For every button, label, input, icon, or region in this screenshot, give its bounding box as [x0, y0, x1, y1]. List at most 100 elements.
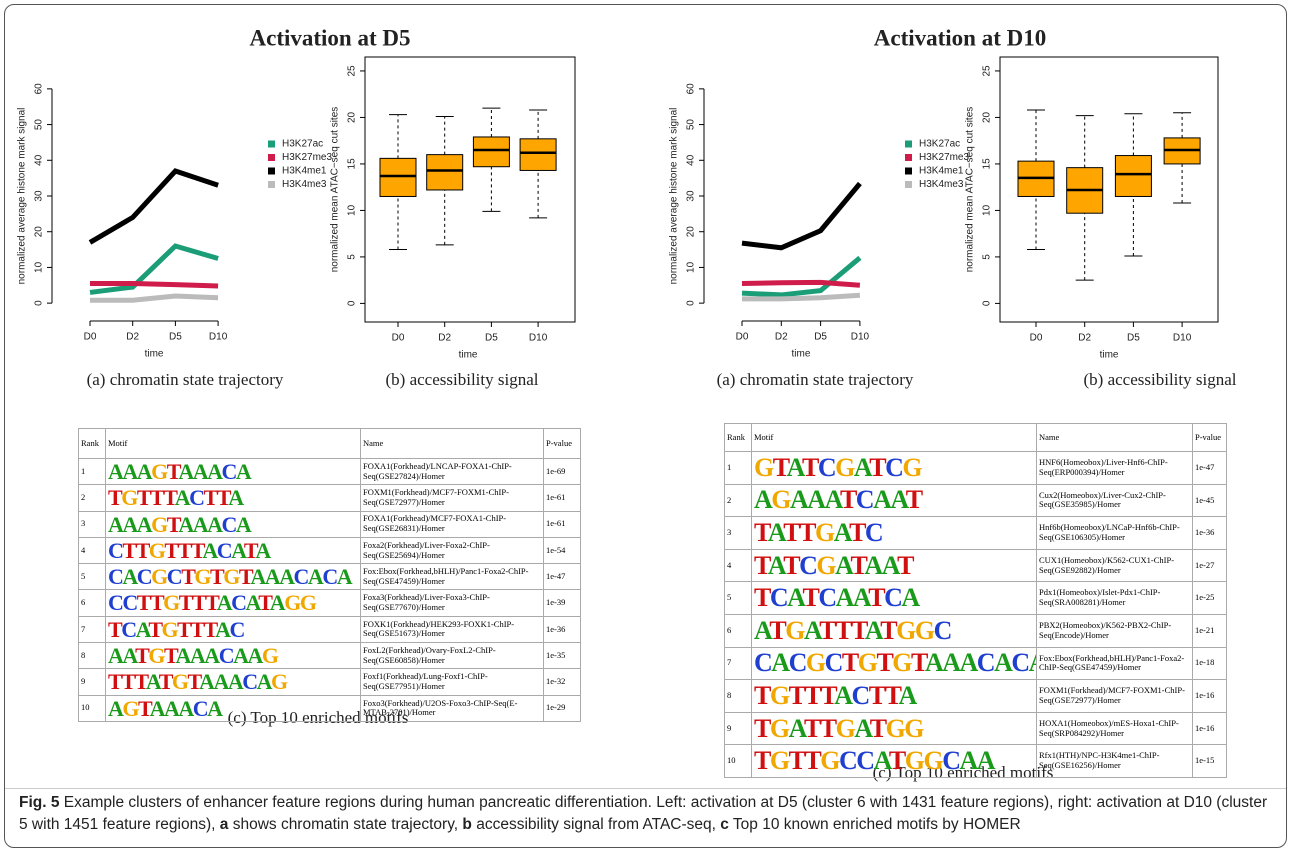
motif-logo: TGTTTACTTA — [751, 679, 1037, 713]
caption-text: Top 10 known enriched motifs by HOMER — [728, 816, 1021, 833]
x-tick-label: D0 — [392, 333, 405, 344]
figure-frame — [4, 4, 1287, 848]
plot-frame — [364, 56, 576, 323]
y-tick-label: 30 — [686, 190, 697, 202]
table-cell: 1e-29 — [543, 694, 581, 722]
header-cell: Name — [1036, 423, 1193, 452]
table-cell: Foxa2(Forkhead)/Liver-Foxa2-ChIP-Seq(GSE… — [360, 536, 544, 565]
table-row: 9 TGATTGATGG HOXA1(Homeobox)/mES-Hoxa1-ChI… — [724, 711, 1227, 746]
table-cell: 1e-32 — [543, 668, 581, 696]
legend-label: H3K4me1 — [282, 166, 327, 177]
table-cell: Fox:Ebox(Forkhead,bHLH)/Panc1-Foxa2-ChIP… — [1036, 646, 1193, 681]
legend-label: H3K4me3 — [919, 179, 964, 190]
y-tick-label: 20 — [34, 226, 45, 238]
motif-logo: AATGTAAACAAG — [105, 642, 361, 670]
table-cell: Foxf1(Forkhead)/Lung-Foxf1-ChIP-Seq(GSE7… — [360, 668, 544, 696]
y-tick-label: 50 — [34, 119, 45, 131]
table-cell: FOXK1(Forkhead)/HEK293-FOXK1-ChIP-Seq(GS… — [360, 615, 544, 644]
motif-logo: TGATTGATGG — [751, 711, 1037, 746]
caption-text: b — [462, 816, 472, 833]
table-cell: 1e-47 — [543, 563, 581, 591]
table-cell: 3 — [78, 510, 106, 538]
table-row: 10 TGTTGCCATGGCAA Rfx1(HTH)/NPC-H3K4me1-Ch… — [724, 744, 1227, 778]
table-cell: 1e-16 — [1192, 679, 1227, 713]
x-tick-label: D2 — [1078, 333, 1091, 344]
table-cell: 9 — [78, 668, 106, 696]
y-tick-label: 15 — [982, 158, 993, 170]
x-tick-label: D10 — [1173, 333, 1192, 344]
box — [519, 138, 557, 171]
y-tick-label: 15 — [347, 158, 358, 170]
y-axis-label: normalized average histone mark signal — [17, 108, 28, 285]
y-tick-label: 5 — [982, 254, 993, 260]
caption-label: Fig. 5 — [19, 794, 60, 811]
table-cell: 6 — [724, 613, 752, 648]
table-cell: FOXA1(Forkhead)/MCF7-FOXA1-ChIP-Seq(GSE2… — [360, 510, 544, 538]
panel-title: Activation at D10 — [874, 25, 1046, 50]
table-cell: 1e-69 — [543, 457, 581, 486]
table-row: 4 TATCGATAAT CUX1(Homeobox)/K562-CUX1-ChIP… — [724, 548, 1227, 583]
header-cell: Rank — [724, 423, 752, 452]
legend-swatch — [905, 181, 912, 188]
box — [1114, 155, 1152, 197]
table-cell: 1e-61 — [543, 510, 581, 538]
x-axis-label: time — [791, 349, 810, 360]
y-tick-label: 10 — [686, 261, 697, 273]
box — [472, 136, 510, 168]
subcaption: (a) chromatin state trajectory — [717, 370, 914, 389]
table-cell: HNF6(Homeobox)/Liver-Hnf6-ChIP-Seq(ERP00… — [1036, 451, 1193, 485]
legend-swatch — [905, 140, 912, 148]
caption-text: accessibility signal from ATAC-seq, — [471, 816, 721, 833]
x-tick-label: D0 — [84, 332, 97, 343]
legend-label: H3K27ac — [282, 139, 323, 150]
table-row: 7 TCATGTTTAC FOXK1(Forkhead)/HEK293-FOXK1-… — [78, 615, 581, 644]
x-tick-label: D10 — [209, 332, 228, 343]
table-row: 5 TCATCAATCA Pdx1(Homeobox)/Islet-Pdx1-ChI… — [724, 581, 1227, 615]
y-tick-label: 10 — [34, 261, 45, 273]
x-axis-label: time — [459, 350, 478, 361]
y-tick-label: 25 — [982, 65, 993, 77]
table-cell: 1e-25 — [1192, 581, 1227, 615]
table-cell: 1e-27 — [1192, 548, 1227, 583]
x-tick-label: D5 — [1127, 333, 1140, 344]
legend-label: H3K27ac — [919, 139, 960, 150]
table-cell: FoxL2(Forkhead)/Ovary-FoxL2-ChIP-Seq(GSE… — [360, 642, 544, 670]
legend-label: H3K27me3 — [919, 152, 969, 163]
caption-text: a — [219, 816, 229, 833]
table-row: 7CACGCTGTGTAAACACAFox:Ebox(Forkhead,bHLH… — [724, 646, 1227, 681]
table-cell: 1e-61 — [543, 484, 581, 512]
motif-table: Rank Motif Name P-value 1 AAAGTAAACA FOXA1(For… — [78, 428, 581, 722]
table-cell: 1e-16 — [1192, 711, 1227, 746]
table-cell: 2 — [724, 483, 752, 518]
legend-swatch — [905, 154, 912, 161]
table-row: 6 ATGATTTATGGC PBX2(Homeobox)/K562-PBX2-Ch… — [724, 613, 1227, 648]
motif-logo: AAAGTAAACA — [105, 510, 361, 538]
motif-logo: TCATCAATCA — [751, 581, 1037, 615]
table-cell: Foxo3(Forkhead)/U2OS-Foxo3-ChIP-Seq(E-MT… — [360, 694, 544, 722]
legend-swatch — [268, 154, 275, 161]
y-axis-label: normalized average histone mark signal — [669, 108, 680, 285]
y-tick-label: 5 — [347, 254, 358, 260]
table-cell: 5 — [724, 581, 752, 615]
legend-swatch — [268, 181, 275, 188]
legend-swatch — [905, 167, 912, 175]
motif-logo: CTTGTTTACATA — [105, 536, 361, 565]
table-cell: 1 — [78, 457, 106, 486]
table-row: 9 TTTATGTAAACAG Foxf1(Forkhead)/Lung-Foxf1… — [78, 668, 581, 696]
table-cell: FOXM1(Forkhead)/MCF7-FOXM1-ChIP-Seq(GSE7… — [1036, 679, 1193, 713]
line-series — [742, 292, 861, 302]
line-series — [90, 293, 219, 303]
motif-logo: TATCGATAAT — [751, 548, 1037, 583]
table-cell: 4 — [78, 536, 106, 565]
table-cell: Pdx1(Homeobox)/Islet-Pdx1-ChIP-Seq(SRA00… — [1036, 581, 1193, 615]
motif-logo: TATTGATC — [751, 516, 1037, 550]
legend-label: H3K27me3 — [282, 152, 332, 163]
subcaption: (b) accessibility signal — [1084, 370, 1237, 389]
table-cell: HOXA1(Homeobox)/mES-Hoxa1-ChIP-Seq(SRP08… — [1036, 711, 1193, 746]
y-tick-label: 0 — [347, 300, 358, 306]
legend-swatch — [268, 140, 275, 148]
line-series — [90, 281, 219, 289]
line-series — [741, 279, 861, 288]
table-cell: CUX1(Homeobox)/K562-CUX1-ChIP-Seq(GSE928… — [1036, 548, 1193, 583]
